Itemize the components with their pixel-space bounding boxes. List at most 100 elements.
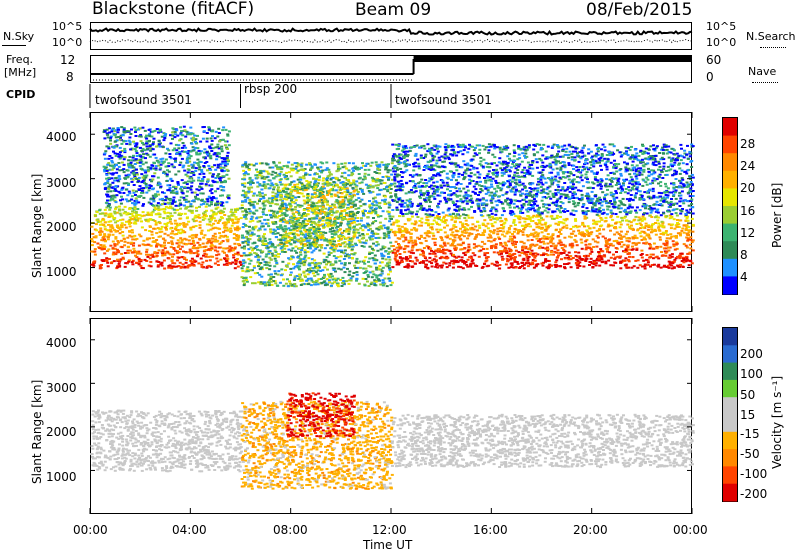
data-cell bbox=[363, 168, 367, 171]
data-cell bbox=[298, 226, 302, 228]
data-cell bbox=[153, 153, 157, 156]
data-cell bbox=[180, 157, 184, 160]
data-cell bbox=[278, 172, 282, 175]
data-cell bbox=[116, 185, 120, 188]
data-cell bbox=[157, 143, 161, 146]
data-cell bbox=[312, 228, 316, 231]
data-cell bbox=[170, 163, 174, 166]
data-cell bbox=[387, 163, 390, 166]
data-cell bbox=[527, 262, 531, 265]
data-cell bbox=[546, 259, 550, 262]
data-cell bbox=[139, 259, 143, 261]
data-cell bbox=[270, 202, 274, 205]
data-cell bbox=[272, 188, 276, 191]
data-cell bbox=[118, 209, 122, 212]
data-cell bbox=[675, 235, 678, 237]
data-cell bbox=[328, 228, 332, 231]
data-cell bbox=[109, 164, 112, 167]
data-cell bbox=[347, 230, 351, 233]
data-cell bbox=[191, 149, 195, 152]
data-cell bbox=[271, 254, 275, 257]
data-cell bbox=[349, 198, 353, 201]
data-cell bbox=[574, 234, 578, 237]
data-cell bbox=[299, 279, 303, 282]
data-cell bbox=[352, 200, 356, 203]
data-cell bbox=[337, 229, 341, 232]
data-cell bbox=[295, 229, 299, 232]
data-cell bbox=[285, 221, 289, 224]
data-cell bbox=[362, 234, 366, 237]
data-cell bbox=[309, 168, 312, 171]
data-cell bbox=[269, 228, 272, 231]
data-cell bbox=[458, 259, 462, 262]
data-cell bbox=[344, 237, 348, 240]
data-cell bbox=[343, 165, 347, 168]
data-cell bbox=[249, 218, 253, 220]
data-cell bbox=[257, 265, 261, 268]
data-cell bbox=[368, 200, 371, 202]
data-cell bbox=[609, 242, 613, 245]
data-cell bbox=[274, 236, 278, 239]
data-cell bbox=[348, 193, 352, 196]
data-cell bbox=[297, 196, 301, 198]
data-cell bbox=[241, 200, 244, 203]
data-cell bbox=[151, 164, 155, 167]
data-cell bbox=[334, 226, 338, 229]
data-cell bbox=[115, 168, 119, 171]
data-cell bbox=[274, 259, 278, 262]
data-cell bbox=[379, 182, 383, 185]
data-cell bbox=[216, 239, 220, 242]
data-cell bbox=[168, 207, 172, 210]
data-cell bbox=[280, 199, 284, 202]
data-cell bbox=[589, 261, 592, 263]
data-cell bbox=[546, 249, 550, 252]
data-cell bbox=[231, 222, 235, 225]
data-cell bbox=[186, 156, 190, 159]
data-cell bbox=[110, 198, 113, 200]
data-cell bbox=[334, 233, 338, 236]
data-cell bbox=[560, 247, 564, 249]
data-cell bbox=[319, 166, 323, 169]
data-cell bbox=[93, 250, 97, 253]
data-cell bbox=[372, 200, 376, 203]
data-cell bbox=[669, 233, 673, 236]
data-cell bbox=[116, 226, 119, 228]
data-cell bbox=[291, 188, 295, 191]
data-cell bbox=[346, 198, 350, 201]
data-cell bbox=[336, 163, 340, 166]
data-cell bbox=[181, 134, 185, 137]
data-cell bbox=[376, 187, 380, 190]
data-cell bbox=[246, 237, 250, 240]
data-cell bbox=[350, 212, 354, 215]
data-cell bbox=[271, 244, 275, 247]
data-cell bbox=[356, 220, 360, 222]
data-cell bbox=[217, 173, 221, 176]
data-cell bbox=[102, 236, 106, 239]
data-cell bbox=[243, 182, 247, 185]
data-cell bbox=[157, 193, 161, 196]
data-cell bbox=[119, 134, 123, 137]
data-cell bbox=[253, 226, 257, 229]
data-cell bbox=[144, 229, 148, 232]
data-cell bbox=[175, 252, 179, 255]
data-cell bbox=[275, 184, 279, 187]
data-cell bbox=[355, 257, 359, 260]
data-cell bbox=[380, 261, 384, 264]
data-cell bbox=[166, 221, 170, 224]
data-cell bbox=[116, 259, 120, 262]
data-cell bbox=[229, 210, 233, 213]
data-cell bbox=[234, 211, 238, 213]
data-cell bbox=[331, 244, 335, 247]
data-cell bbox=[242, 194, 246, 197]
data-cell bbox=[140, 220, 143, 223]
data-cell bbox=[122, 212, 126, 215]
data-cell bbox=[323, 247, 327, 250]
data-cell bbox=[104, 212, 108, 215]
data-cell bbox=[187, 169, 191, 171]
data-cell bbox=[250, 186, 254, 189]
data-cell bbox=[360, 198, 364, 201]
data-cell bbox=[205, 140, 209, 143]
data-cell bbox=[372, 217, 375, 219]
data-cell bbox=[328, 238, 332, 241]
data-cell bbox=[269, 214, 273, 217]
